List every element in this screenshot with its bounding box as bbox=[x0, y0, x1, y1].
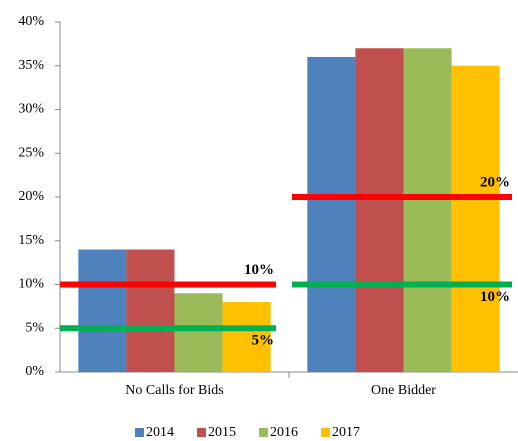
legend-swatch bbox=[259, 428, 268, 437]
threshold-label: 20% bbox=[480, 174, 510, 190]
legend-label: 2015 bbox=[208, 425, 236, 440]
bar bbox=[174, 293, 223, 372]
y-tick-label: 20% bbox=[18, 189, 44, 204]
y-tick-label: 0% bbox=[25, 364, 44, 379]
bar bbox=[451, 65, 500, 372]
bar bbox=[222, 302, 271, 372]
threshold-label: 5% bbox=[252, 333, 275, 349]
y-tick-label: 40% bbox=[18, 14, 44, 29]
y-tick-label: 30% bbox=[18, 102, 44, 117]
legend-label: 2016 bbox=[270, 425, 298, 440]
legend-swatch bbox=[321, 428, 330, 437]
x-tick-label: No Calls for Bids bbox=[125, 383, 223, 398]
threshold-label: 10% bbox=[480, 289, 510, 305]
y-tick-label: 35% bbox=[18, 58, 44, 73]
x-tick-label: One Bidder bbox=[371, 383, 436, 398]
bar bbox=[403, 48, 452, 372]
legend-label: 2017 bbox=[332, 425, 360, 440]
legend-swatch bbox=[197, 428, 206, 437]
y-tick-label: 15% bbox=[18, 233, 44, 248]
legend-swatch bbox=[135, 428, 144, 437]
bar bbox=[355, 48, 404, 372]
bar bbox=[78, 249, 127, 372]
y-tick-label: 5% bbox=[25, 320, 44, 335]
legend-label: 2014 bbox=[146, 425, 174, 440]
y-tick-label: 25% bbox=[18, 145, 44, 160]
bar bbox=[126, 249, 175, 372]
y-tick-label: 10% bbox=[18, 277, 44, 292]
threshold-label: 10% bbox=[244, 262, 274, 278]
bar bbox=[307, 57, 356, 372]
